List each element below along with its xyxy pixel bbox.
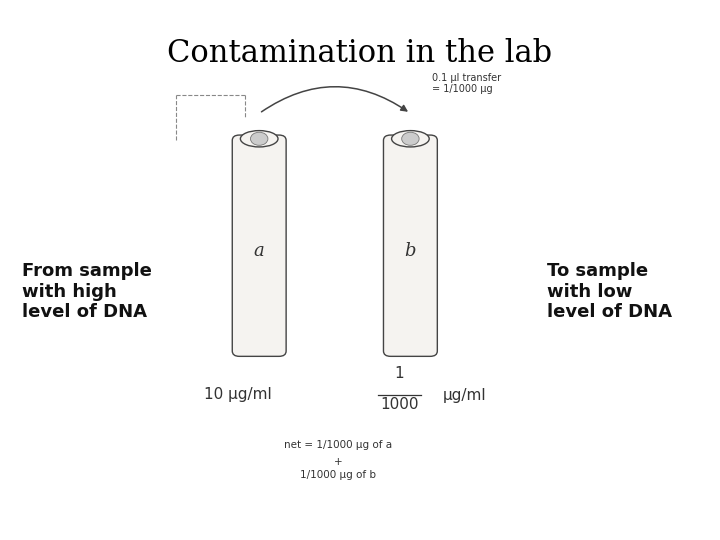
Ellipse shape — [240, 131, 278, 147]
Text: Contamination in the lab: Contamination in the lab — [168, 38, 552, 69]
Text: 0.1 μl transfer
= 1/1000 μg: 0.1 μl transfer = 1/1000 μg — [432, 73, 501, 94]
Text: +: + — [334, 457, 343, 467]
Text: b: b — [405, 242, 416, 260]
Text: a: a — [254, 242, 264, 260]
Text: 1: 1 — [395, 366, 405, 381]
FancyBboxPatch shape — [233, 135, 286, 356]
FancyArrowPatch shape — [261, 87, 407, 112]
Ellipse shape — [392, 131, 429, 147]
Text: 1000: 1000 — [380, 397, 419, 412]
Text: 1/1000 μg of b: 1/1000 μg of b — [300, 470, 377, 480]
Text: To sample
with low
level of DNA: To sample with low level of DNA — [547, 262, 672, 321]
Circle shape — [402, 132, 419, 145]
Text: net = 1/1000 μg of a: net = 1/1000 μg of a — [284, 441, 392, 450]
Text: 10 μg/ml: 10 μg/ml — [204, 387, 271, 402]
FancyBboxPatch shape — [384, 135, 437, 356]
Circle shape — [251, 132, 268, 145]
Text: From sample
with high
level of DNA: From sample with high level of DNA — [22, 262, 151, 321]
Text: μg/ml: μg/ml — [443, 388, 487, 403]
